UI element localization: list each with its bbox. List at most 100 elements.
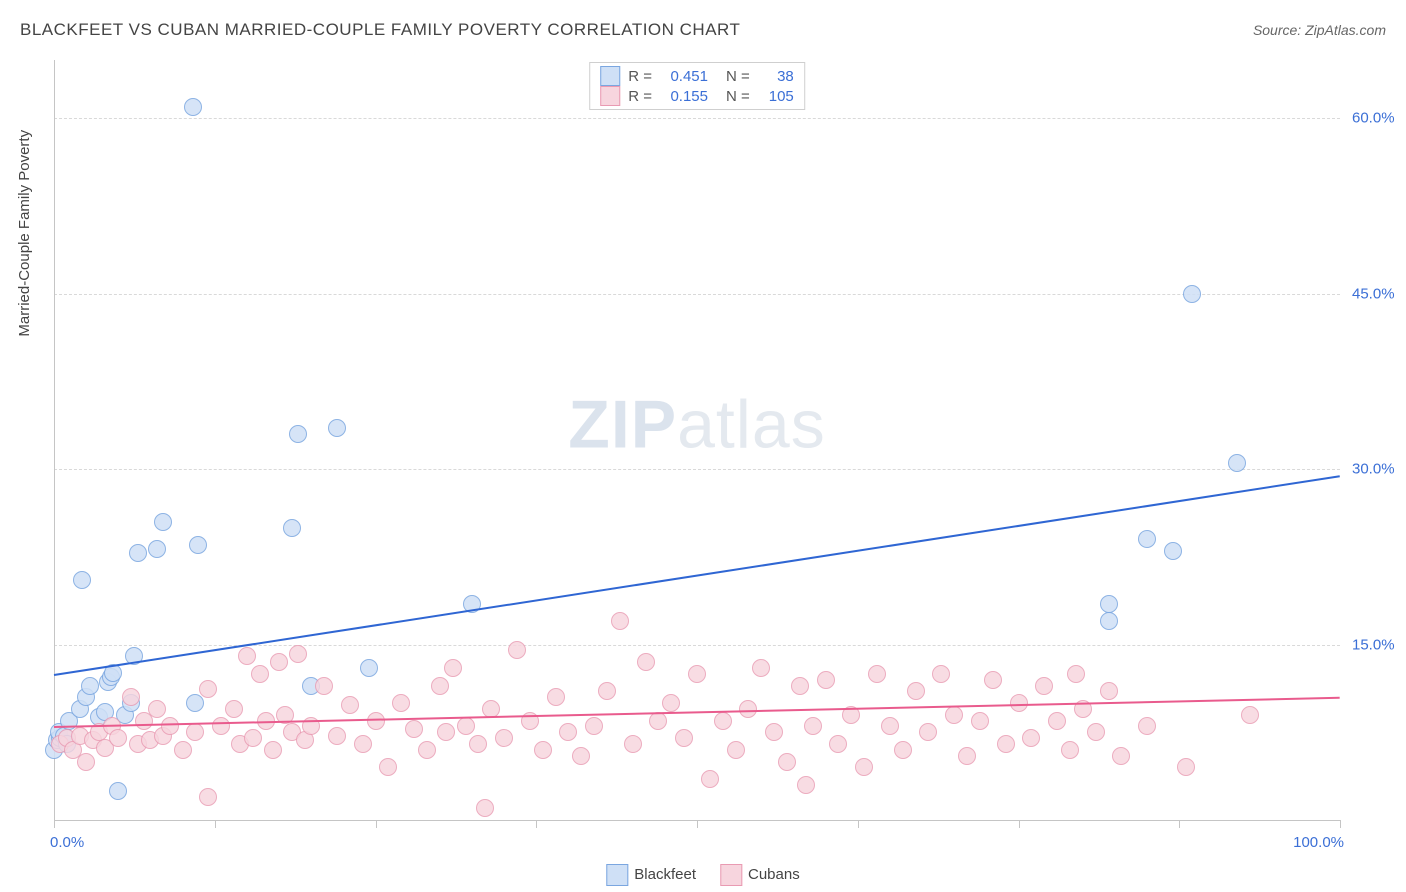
scatter-point-cubans [161, 717, 179, 735]
legend-item-blackfeet: Blackfeet [606, 864, 696, 886]
y-tick-label: 60.0% [1352, 110, 1395, 127]
legend-stats: R =0.451N =38R =0.155N =105 [589, 62, 805, 110]
legend-swatch-blackfeet [606, 864, 628, 886]
scatter-point-cubans [199, 680, 217, 698]
r-value: 0.451 [660, 68, 708, 85]
scatter-point-cubans [1087, 723, 1105, 741]
source-value: ZipAtlas.com [1305, 22, 1386, 38]
source-label: Source: [1253, 22, 1305, 38]
scatter-point-blackfeet [148, 540, 166, 558]
scatter-point-cubans [804, 717, 822, 735]
scatter-point-cubans [598, 682, 616, 700]
scatter-point-cubans [1061, 741, 1079, 759]
scatter-point-cubans [508, 641, 526, 659]
scatter-point-cubans [855, 758, 873, 776]
scatter-point-cubans [662, 694, 680, 712]
scatter-point-blackfeet [186, 694, 204, 712]
scatter-point-blackfeet [109, 782, 127, 800]
scatter-point-cubans [1035, 677, 1053, 695]
scatter-point-blackfeet [289, 425, 307, 443]
scatter-point-cubans [907, 682, 925, 700]
x-tick [376, 820, 377, 828]
scatter-point-cubans [186, 723, 204, 741]
plot-svg-layer: 15.0%30.0%45.0%60.0%0.0%100.0%R =0.451N … [54, 60, 1340, 820]
x-tick [1340, 820, 1341, 828]
scatter-point-cubans [559, 723, 577, 741]
x-tick [858, 820, 859, 828]
scatter-point-cubans [1048, 712, 1066, 730]
scatter-point-cubans [315, 677, 333, 695]
x-tick [536, 820, 537, 828]
scatter-point-cubans [431, 677, 449, 695]
scatter-point-cubans [714, 712, 732, 730]
y-tick-label: 15.0% [1352, 636, 1395, 653]
scatter-point-cubans [637, 653, 655, 671]
r-label: R = [628, 68, 652, 85]
y-tick-label: 30.0% [1352, 461, 1395, 478]
scatter-point-cubans [1100, 682, 1118, 700]
n-label: N = [726, 68, 750, 85]
scatter-point-cubans [752, 659, 770, 677]
scatter-point-cubans [572, 747, 590, 765]
scatter-point-cubans [270, 653, 288, 671]
scatter-point-cubans [457, 717, 475, 735]
scatter-point-cubans [379, 758, 397, 776]
x-tick [215, 820, 216, 828]
scatter-point-blackfeet [1138, 530, 1156, 548]
scatter-point-cubans [534, 741, 552, 759]
scatter-point-cubans [1177, 758, 1195, 776]
scatter-point-cubans [1241, 706, 1259, 724]
y-axis-line [54, 60, 55, 820]
scatter-point-blackfeet [73, 571, 91, 589]
chart-header: BLACKFEET VS CUBAN MARRIED-COUPLE FAMILY… [20, 18, 1386, 42]
scatter-point-cubans [444, 659, 462, 677]
scatter-point-blackfeet [81, 677, 99, 695]
y-axis-title: Married-Couple Family Poverty [16, 130, 33, 337]
scatter-point-cubans [341, 696, 359, 714]
scatter-point-cubans [829, 735, 847, 753]
scatter-point-cubans [1138, 717, 1156, 735]
scatter-point-cubans [328, 727, 346, 745]
scatter-point-cubans [418, 741, 436, 759]
scatter-point-cubans [791, 677, 809, 695]
scatter-point-cubans [624, 735, 642, 753]
scatter-point-cubans [122, 688, 140, 706]
legend-stats-swatch-blackfeet [600, 66, 620, 86]
scatter-point-cubans [739, 700, 757, 718]
x-min-label: 0.0% [50, 834, 84, 851]
scatter-point-cubans [817, 671, 835, 689]
scatter-point-cubans [547, 688, 565, 706]
scatter-point-cubans [765, 723, 783, 741]
legend-bottom: Blackfeet Cubans [606, 864, 799, 886]
gridline-h [54, 294, 1340, 295]
scatter-point-cubans [199, 788, 217, 806]
legend-label-cubans: Cubans [748, 866, 800, 883]
scatter-point-cubans [251, 665, 269, 683]
scatter-point-cubans [1022, 729, 1040, 747]
scatter-point-blackfeet [189, 536, 207, 554]
scatter-point-cubans [495, 729, 513, 747]
scatter-point-cubans [881, 717, 899, 735]
r-label: R = [628, 88, 652, 105]
legend-stats-swatch-cubans [600, 86, 620, 106]
scatter-point-cubans [476, 799, 494, 817]
scatter-point-blackfeet [184, 98, 202, 116]
x-tick [697, 820, 698, 828]
scatter-point-cubans [212, 717, 230, 735]
legend-item-cubans: Cubans [720, 864, 800, 886]
scatter-point-cubans [225, 700, 243, 718]
scatter-point-cubans [688, 665, 706, 683]
chart-title: BLACKFEET VS CUBAN MARRIED-COUPLE FAMILY… [20, 20, 740, 40]
scatter-point-cubans [392, 694, 410, 712]
scatter-point-cubans [919, 723, 937, 741]
scatter-point-cubans [675, 729, 693, 747]
legend-stats-row-blackfeet: R = 0.451 N = 38 [600, 66, 794, 86]
n-value: 38 [758, 68, 794, 85]
scatter-point-cubans [984, 671, 1002, 689]
scatter-point-cubans [797, 776, 815, 794]
scatter-point-cubans [997, 735, 1015, 753]
legend-swatch-cubans [720, 864, 742, 886]
legend-label-blackfeet: Blackfeet [634, 866, 696, 883]
scatter-point-blackfeet [360, 659, 378, 677]
scatter-point-cubans [932, 665, 950, 683]
